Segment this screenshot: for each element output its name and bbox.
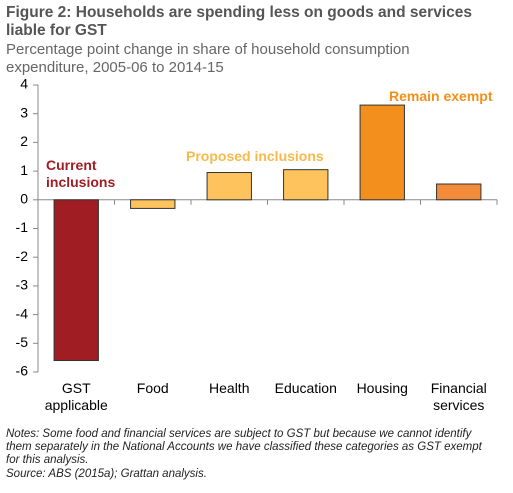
y-tick-label: 4 bbox=[20, 76, 28, 92]
y-tick-label: -3 bbox=[16, 277, 29, 293]
y-tick-label: 0 bbox=[20, 191, 28, 207]
bar bbox=[283, 169, 329, 201]
x-tick-label: Financial services bbox=[430, 380, 487, 413]
annotation: Remain exempt bbox=[389, 88, 493, 104]
bar bbox=[53, 199, 99, 362]
y-tick-label: -5 bbox=[16, 334, 29, 350]
bar bbox=[206, 172, 252, 201]
x-tick-label: Food bbox=[136, 380, 169, 396]
bar bbox=[130, 199, 176, 209]
annotation: Current inclusions bbox=[46, 157, 116, 190]
chart-subtitle: Percentage point change in share of hous… bbox=[6, 41, 410, 76]
y-tick-label: -4 bbox=[16, 305, 29, 321]
annotation: Proposed inclusions bbox=[186, 148, 324, 164]
source: Source: ABS (2015a); Grattan analysis. bbox=[6, 468, 207, 480]
x-tick-label: Health bbox=[209, 380, 250, 396]
bar bbox=[359, 104, 405, 201]
y-tick-label: -2 bbox=[16, 248, 29, 264]
bar bbox=[436, 183, 482, 201]
x-tick-label: GST applicable bbox=[44, 380, 108, 413]
chart-title: Figure 2: Households are spending less o… bbox=[6, 4, 472, 39]
y-tick-label: 3 bbox=[20, 104, 28, 120]
y-tick-label: 1 bbox=[20, 162, 28, 178]
notes: Notes: Some food and financial services … bbox=[6, 428, 482, 466]
y-tick-label: -1 bbox=[16, 219, 29, 235]
y-tick-label: 2 bbox=[20, 133, 28, 149]
x-tick-label: Housing bbox=[356, 380, 408, 396]
y-tick-label: -6 bbox=[16, 363, 29, 379]
x-tick-label: Education bbox=[274, 380, 337, 396]
